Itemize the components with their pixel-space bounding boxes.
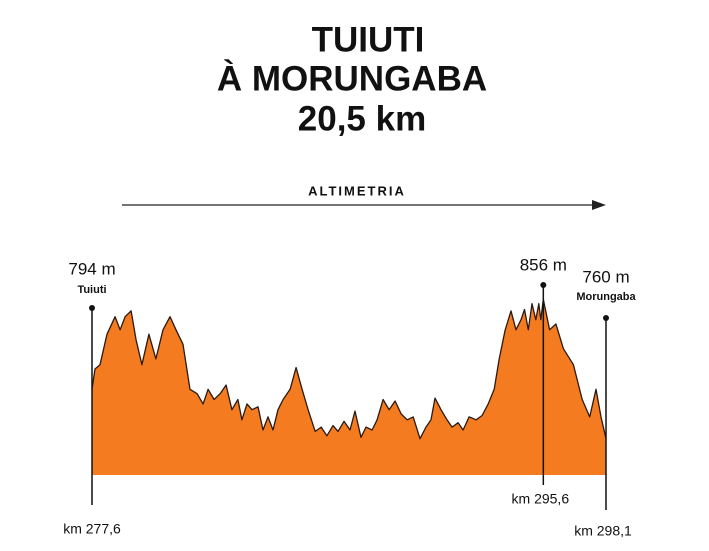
km-label: km 298,1 (574, 523, 632, 539)
place-label: Tuiuti (77, 284, 106, 296)
title-line: 20,5 km (298, 99, 426, 138)
area (92, 299, 606, 475)
subtitle: ALTIMETRIA (308, 183, 406, 198)
elevation-label: 760 m (582, 267, 629, 286)
marker-dot (89, 305, 95, 311)
title-line: À MORUNGABA (217, 58, 487, 98)
marker-dot (540, 282, 547, 288)
place-label: Morungaba (576, 291, 636, 303)
km-label: km 277,6 (63, 521, 121, 537)
elevation-label: 856 m (520, 255, 567, 274)
km-label: km 295,6 (512, 491, 570, 507)
arrow-head (592, 200, 606, 210)
profile-line (91, 298, 607, 440)
marker-dot (603, 315, 609, 321)
title-line: TUIUTI (312, 20, 425, 59)
elevation-label: 794 m (68, 259, 115, 278)
